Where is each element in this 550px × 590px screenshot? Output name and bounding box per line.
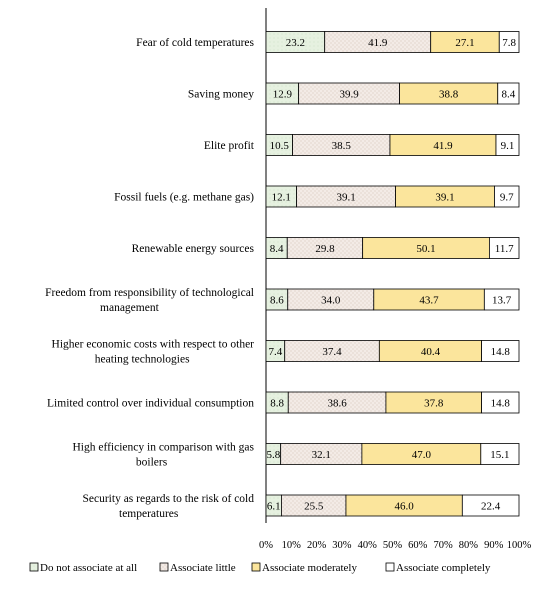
data-label: 47.0 (412, 449, 432, 461)
bars: 23.2 41.9 27.1 7.8 12.9 39.9 38.8 8.4 10.5 38.5 41… (265, 31, 520, 517)
category-label-line: Elite profit (204, 140, 255, 152)
x-tick-label: 40% (358, 540, 378, 551)
category-label: Elite profit (204, 140, 255, 152)
category-label-line: Saving money (188, 89, 254, 101)
data-label: 12.1 (272, 192, 291, 204)
category-label: Fear of cold temperatures (136, 37, 254, 49)
category-label-line: Freedom from responsibility of technolog… (45, 287, 254, 299)
bar-segment (495, 134, 520, 156)
data-label: 12.9 (273, 89, 293, 101)
data-label: 37.8 (424, 398, 444, 410)
data-label: 32.1 (312, 449, 331, 461)
data-label: 39.1 (336, 192, 355, 204)
category-label-line: Fear of cold temperatures (136, 37, 254, 49)
category-label: Limited control over individual consumpt… (47, 398, 254, 410)
x-tick-label: 100% (507, 540, 532, 551)
category-label: Fossil fuels (e.g. methane gas) (114, 192, 254, 204)
data-label: 27.1 (455, 37, 474, 49)
x-tick-label: 0% (259, 540, 273, 551)
bar-segment (481, 340, 520, 362)
category-label: Freedom from responsibility of technolog… (45, 287, 254, 314)
category-label-line: heating technologies (95, 354, 190, 366)
category-label-line: Fossil fuels (e.g. methane gas) (114, 192, 254, 204)
data-label: 25.5 (304, 501, 324, 513)
data-label: 14.8 (491, 398, 511, 410)
x-tick-label: 20% (307, 540, 327, 551)
bar-segment (494, 185, 520, 208)
x-tick-label: 10% (282, 540, 302, 551)
legend: Do not associate at all Associate little A… (29, 562, 491, 574)
data-label: 9.1 (501, 140, 515, 152)
x-tick-label: 90% (484, 540, 504, 551)
data-label: 7.4 (268, 346, 282, 358)
data-label: 15.1 (490, 449, 509, 461)
data-label: 8.4 (270, 243, 284, 255)
category-label-line: Security as regards to the risk of cold (83, 493, 255, 505)
data-label: 43.7 (419, 295, 439, 307)
data-label: 5.8 (266, 449, 280, 461)
data-label: 8.6 (270, 295, 284, 307)
x-tick-label: 30% (332, 540, 352, 551)
data-label: 38.6 (327, 398, 347, 410)
category-label-line: boilers (136, 457, 168, 469)
data-label: 13.7 (492, 295, 512, 307)
data-label: 11.7 (495, 243, 514, 255)
data-label: 40.4 (421, 346, 441, 358)
data-label: 39.1 (435, 192, 454, 204)
bar-segment (488, 237, 520, 259)
data-label: 39.9 (339, 89, 359, 101)
category-labels: Fear of cold temperatures Saving money Eli… (45, 37, 255, 520)
data-label: 50.1 (416, 243, 435, 255)
data-label: 9.7 (500, 192, 514, 204)
data-label: 14.8 (491, 346, 511, 358)
bar-segment (461, 494, 520, 517)
bar-segment (498, 31, 520, 53)
category-label-line: management (100, 302, 160, 314)
x-tick-labels: 0% 10% 20% 30% 40% 50% 60% 70% 80% 90% 100% (259, 540, 532, 551)
category-label: High efficiency in comparison with gas bo… (72, 442, 254, 469)
data-label: 22.4 (481, 501, 501, 513)
bar-segment (481, 391, 520, 414)
category-label-line: High efficiency in comparison with gas (72, 442, 254, 454)
bar-segment (497, 82, 520, 105)
category-label-line: Higher economic costs with respect to ot… (52, 339, 255, 351)
x-tick-label: 70% (433, 540, 453, 551)
category-label: Higher economic costs with respect to ot… (52, 339, 255, 366)
legend-swatch (159, 562, 169, 572)
x-tick-label: 50% (383, 540, 403, 551)
data-label: 37.4 (322, 346, 342, 358)
category-label: Saving money (188, 89, 254, 101)
legend-entry: Do not associate at all (40, 562, 137, 574)
category-label: Renewable energy sources (132, 243, 255, 255)
bar-segment (483, 288, 520, 311)
legend-swatch (385, 562, 395, 572)
data-label: 38.8 (439, 89, 459, 101)
data-label: 8.4 (501, 89, 515, 101)
category-label-line: Limited control over individual consumpt… (47, 398, 254, 410)
data-label: 41.9 (368, 37, 388, 49)
category-label: Security as regards to the risk of cold t… (83, 493, 255, 520)
data-label: 38.5 (332, 140, 352, 152)
x-tick-label: 80% (459, 540, 479, 551)
data-label: 10.5 (270, 140, 290, 152)
bar-segment (480, 443, 520, 465)
data-label: 7.8 (502, 37, 516, 49)
data-label: 29.8 (315, 243, 335, 255)
category-label-line: temperatures (119, 508, 179, 520)
legend-entry: Associate little (170, 562, 236, 574)
data-label: 8.8 (270, 398, 284, 410)
data-label: 6.1 (267, 501, 281, 513)
legend-entry: Associate completely (396, 562, 491, 574)
legend-swatch (251, 562, 261, 572)
legend-entry: Associate moderately (262, 562, 357, 574)
x-tick-label: 60% (408, 540, 428, 551)
data-label: 34.0 (321, 295, 341, 307)
data-label: 41.9 (433, 140, 453, 152)
data-label: 23.2 (286, 37, 305, 49)
data-label: 46.0 (395, 501, 415, 513)
category-label-line: Renewable energy sources (132, 243, 255, 255)
legend-swatch (29, 562, 39, 572)
